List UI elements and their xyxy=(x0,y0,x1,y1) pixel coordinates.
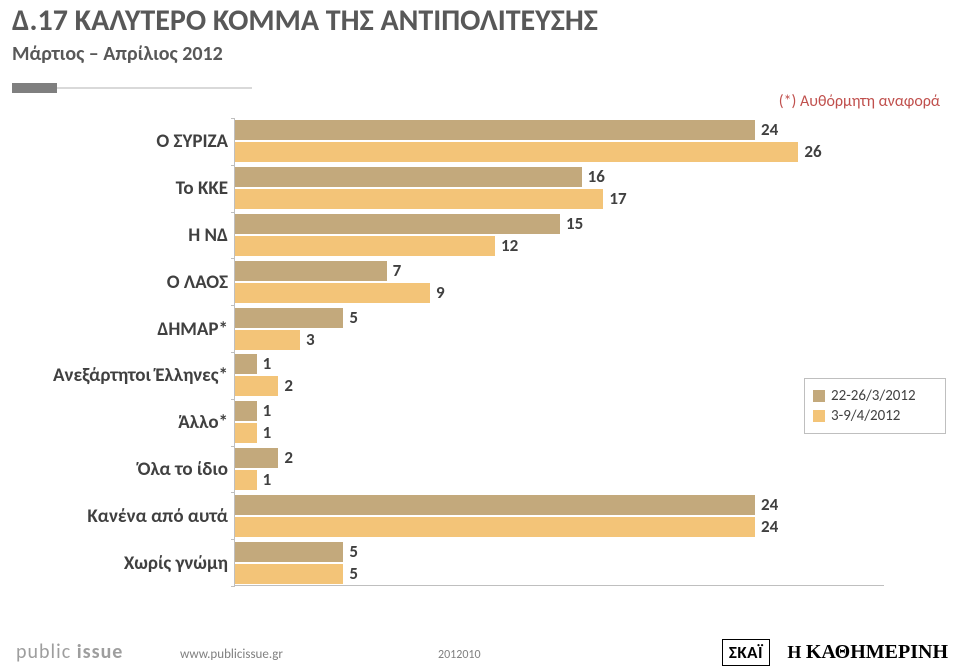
value-label: 2 xyxy=(284,448,293,468)
bar xyxy=(235,283,430,303)
bar xyxy=(235,261,387,281)
value-label: 1 xyxy=(263,354,272,374)
bar xyxy=(235,189,603,209)
bar xyxy=(235,330,300,350)
category-label: ΔΗΜΑΡ* xyxy=(157,318,228,341)
value-label: 5 xyxy=(349,542,358,562)
category-label: Ανεξάρτητοι Έλληνες* xyxy=(53,364,228,387)
value-label: 16 xyxy=(588,167,605,187)
bar xyxy=(235,564,343,584)
brand-kath-prefix: Η xyxy=(787,642,806,662)
category-label: Η ΝΔ xyxy=(188,224,228,247)
value-label: 15 xyxy=(566,214,583,234)
legend-label: 3-9/4/2012 xyxy=(831,407,900,425)
value-label: 5 xyxy=(349,308,358,328)
value-label: 12 xyxy=(501,236,518,256)
bar xyxy=(235,470,257,490)
brand-kath-main: ΚΑΘΗΜΕΡΙΝΗ xyxy=(806,641,948,663)
value-label: 2 xyxy=(284,376,293,396)
value-label: 9 xyxy=(436,283,445,303)
footer: public issue www.publicissue.gr 2012010 … xyxy=(0,640,960,670)
category-label: Κανένα από αυτά xyxy=(87,505,228,528)
brand-publicissue: public issue xyxy=(16,640,123,664)
value-label: 1 xyxy=(263,423,272,443)
page-title: Δ.17 ΚΑΛΥΤΕΡΟ ΚΟΜΜΑ ΤΗΣ ΑΝΤΙΠΟΛΙΤΕΥΣΗΣ xyxy=(12,2,598,39)
bar xyxy=(235,167,582,187)
value-label: 24 xyxy=(761,495,778,515)
value-label: 1 xyxy=(263,401,272,421)
bar xyxy=(235,495,755,515)
value-label: 17 xyxy=(609,189,626,209)
bar xyxy=(235,542,343,562)
bar xyxy=(235,142,798,162)
category-label: Ο ΣΥΡΙΖΑ xyxy=(156,130,228,153)
category-label: Το ΚΚΕ xyxy=(176,177,228,200)
bar xyxy=(235,214,560,234)
legend-swatch xyxy=(813,410,825,422)
brand-url: www.publicissue.gr xyxy=(180,647,283,662)
category-label: Χωρίς γνώμη xyxy=(124,552,228,575)
value-label: 3 xyxy=(306,330,315,350)
brand-kathimerini: Η ΚΑΘΗΜΕΡΙΝΗ xyxy=(787,641,948,664)
brand-issue: issue xyxy=(77,640,124,664)
value-label: 5 xyxy=(349,564,358,584)
value-label: 7 xyxy=(393,261,402,281)
bar xyxy=(235,376,278,396)
bar xyxy=(235,308,343,328)
brand-year: 2012010 xyxy=(438,648,481,662)
brand-skai: ΣΚΑΪ xyxy=(722,639,770,666)
bar xyxy=(235,423,257,443)
legend: 22-26/3/2012 3-9/4/2012 xyxy=(804,378,946,434)
category-label: Ο ΛΑΟΣ xyxy=(167,271,228,294)
title-rule-light xyxy=(57,87,252,89)
legend-item: 3-9/4/2012 xyxy=(813,407,937,425)
title-rule xyxy=(12,80,252,94)
bar xyxy=(235,448,278,468)
page-subtitle: Μάρτιος – Απρίλιος 2012 xyxy=(12,42,223,66)
bar-chart: 2426161715127953121121242455 xyxy=(234,118,884,586)
bar xyxy=(235,517,755,537)
category-label: Όλα το ίδιο xyxy=(138,458,228,481)
legend-item: 22-26/3/2012 xyxy=(813,387,937,405)
bar xyxy=(235,401,257,421)
value-label: 1 xyxy=(263,470,272,490)
value-label: 24 xyxy=(761,120,778,140)
page: { "title": { "text": "Δ.17 ΚΑΛΥΤΕΡΟ ΚΟΜΜ… xyxy=(0,0,960,670)
value-label: 24 xyxy=(761,517,778,537)
value-label: 26 xyxy=(804,142,821,162)
bar xyxy=(235,120,755,140)
category-labels: Ο ΣΥΡΙΖΑ Το ΚΚΕ Η ΝΔ Ο ΛΑΟΣ ΔΗΜΑΡ* Ανεξάρτητο… xyxy=(0,118,228,586)
annotation: (*) Αυθόρμητη αναφορά xyxy=(779,92,940,111)
brand-public: public xyxy=(16,640,71,664)
legend-swatch xyxy=(813,390,825,402)
category-label: Άλλο* xyxy=(178,411,228,434)
title-rule-dark xyxy=(12,83,57,93)
legend-label: 22-26/3/2012 xyxy=(831,387,916,405)
bar xyxy=(235,354,257,374)
bar xyxy=(235,236,495,256)
